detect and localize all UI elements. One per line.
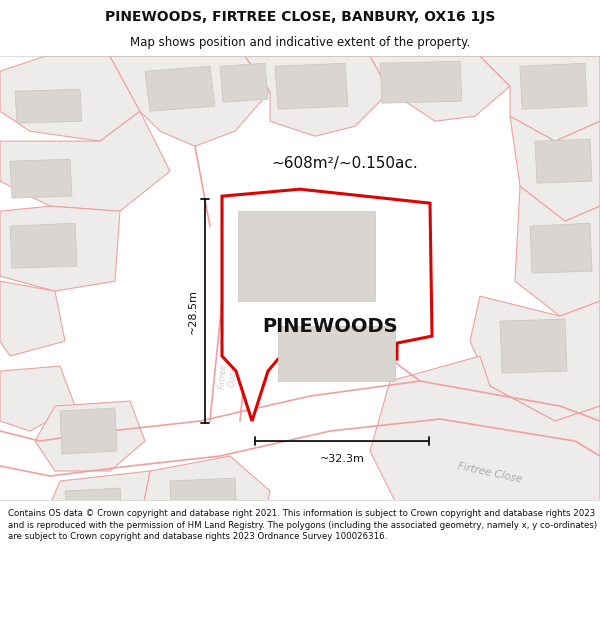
Polygon shape	[470, 296, 600, 421]
Polygon shape	[0, 56, 140, 141]
Polygon shape	[535, 139, 592, 183]
Polygon shape	[520, 63, 587, 109]
Text: ~32.3m: ~32.3m	[320, 454, 364, 464]
Polygon shape	[0, 281, 65, 356]
Polygon shape	[222, 189, 432, 421]
Text: PINEWOODS: PINEWOODS	[262, 317, 398, 336]
Text: ~28.5m: ~28.5m	[188, 289, 198, 334]
Polygon shape	[480, 56, 600, 141]
Text: Map shows position and indicative extent of the property.: Map shows position and indicative extent…	[130, 36, 470, 49]
Polygon shape	[45, 471, 150, 541]
Polygon shape	[140, 456, 270, 556]
Polygon shape	[278, 326, 395, 381]
Polygon shape	[370, 356, 600, 576]
Text: Firtree Close: Firtree Close	[457, 461, 523, 485]
Polygon shape	[15, 89, 82, 123]
Polygon shape	[170, 478, 237, 524]
Polygon shape	[35, 401, 145, 471]
Text: Firtree
Close: Firtree Close	[218, 363, 238, 389]
Polygon shape	[238, 211, 375, 301]
Polygon shape	[65, 488, 122, 524]
Polygon shape	[370, 56, 510, 121]
Text: PINEWOODS, FIRTREE CLOSE, BANBURY, OX16 1JS: PINEWOODS, FIRTREE CLOSE, BANBURY, OX16 …	[105, 10, 495, 24]
Polygon shape	[245, 56, 390, 136]
Polygon shape	[290, 281, 390, 376]
Polygon shape	[530, 223, 592, 273]
Polygon shape	[510, 116, 600, 221]
Polygon shape	[380, 61, 462, 103]
Polygon shape	[0, 366, 75, 431]
Polygon shape	[310, 308, 357, 354]
Polygon shape	[515, 186, 600, 316]
Polygon shape	[0, 206, 120, 291]
Text: Contains OS data © Crown copyright and database right 2021. This information is : Contains OS data © Crown copyright and d…	[8, 509, 597, 541]
Polygon shape	[10, 159, 72, 198]
Polygon shape	[0, 111, 170, 211]
Polygon shape	[275, 63, 348, 109]
Polygon shape	[500, 319, 567, 373]
Polygon shape	[10, 223, 77, 268]
Text: ~608m²/~0.150ac.: ~608m²/~0.150ac.	[272, 156, 418, 171]
Polygon shape	[145, 66, 215, 111]
Polygon shape	[220, 63, 268, 102]
Polygon shape	[110, 56, 270, 146]
Polygon shape	[60, 408, 117, 454]
